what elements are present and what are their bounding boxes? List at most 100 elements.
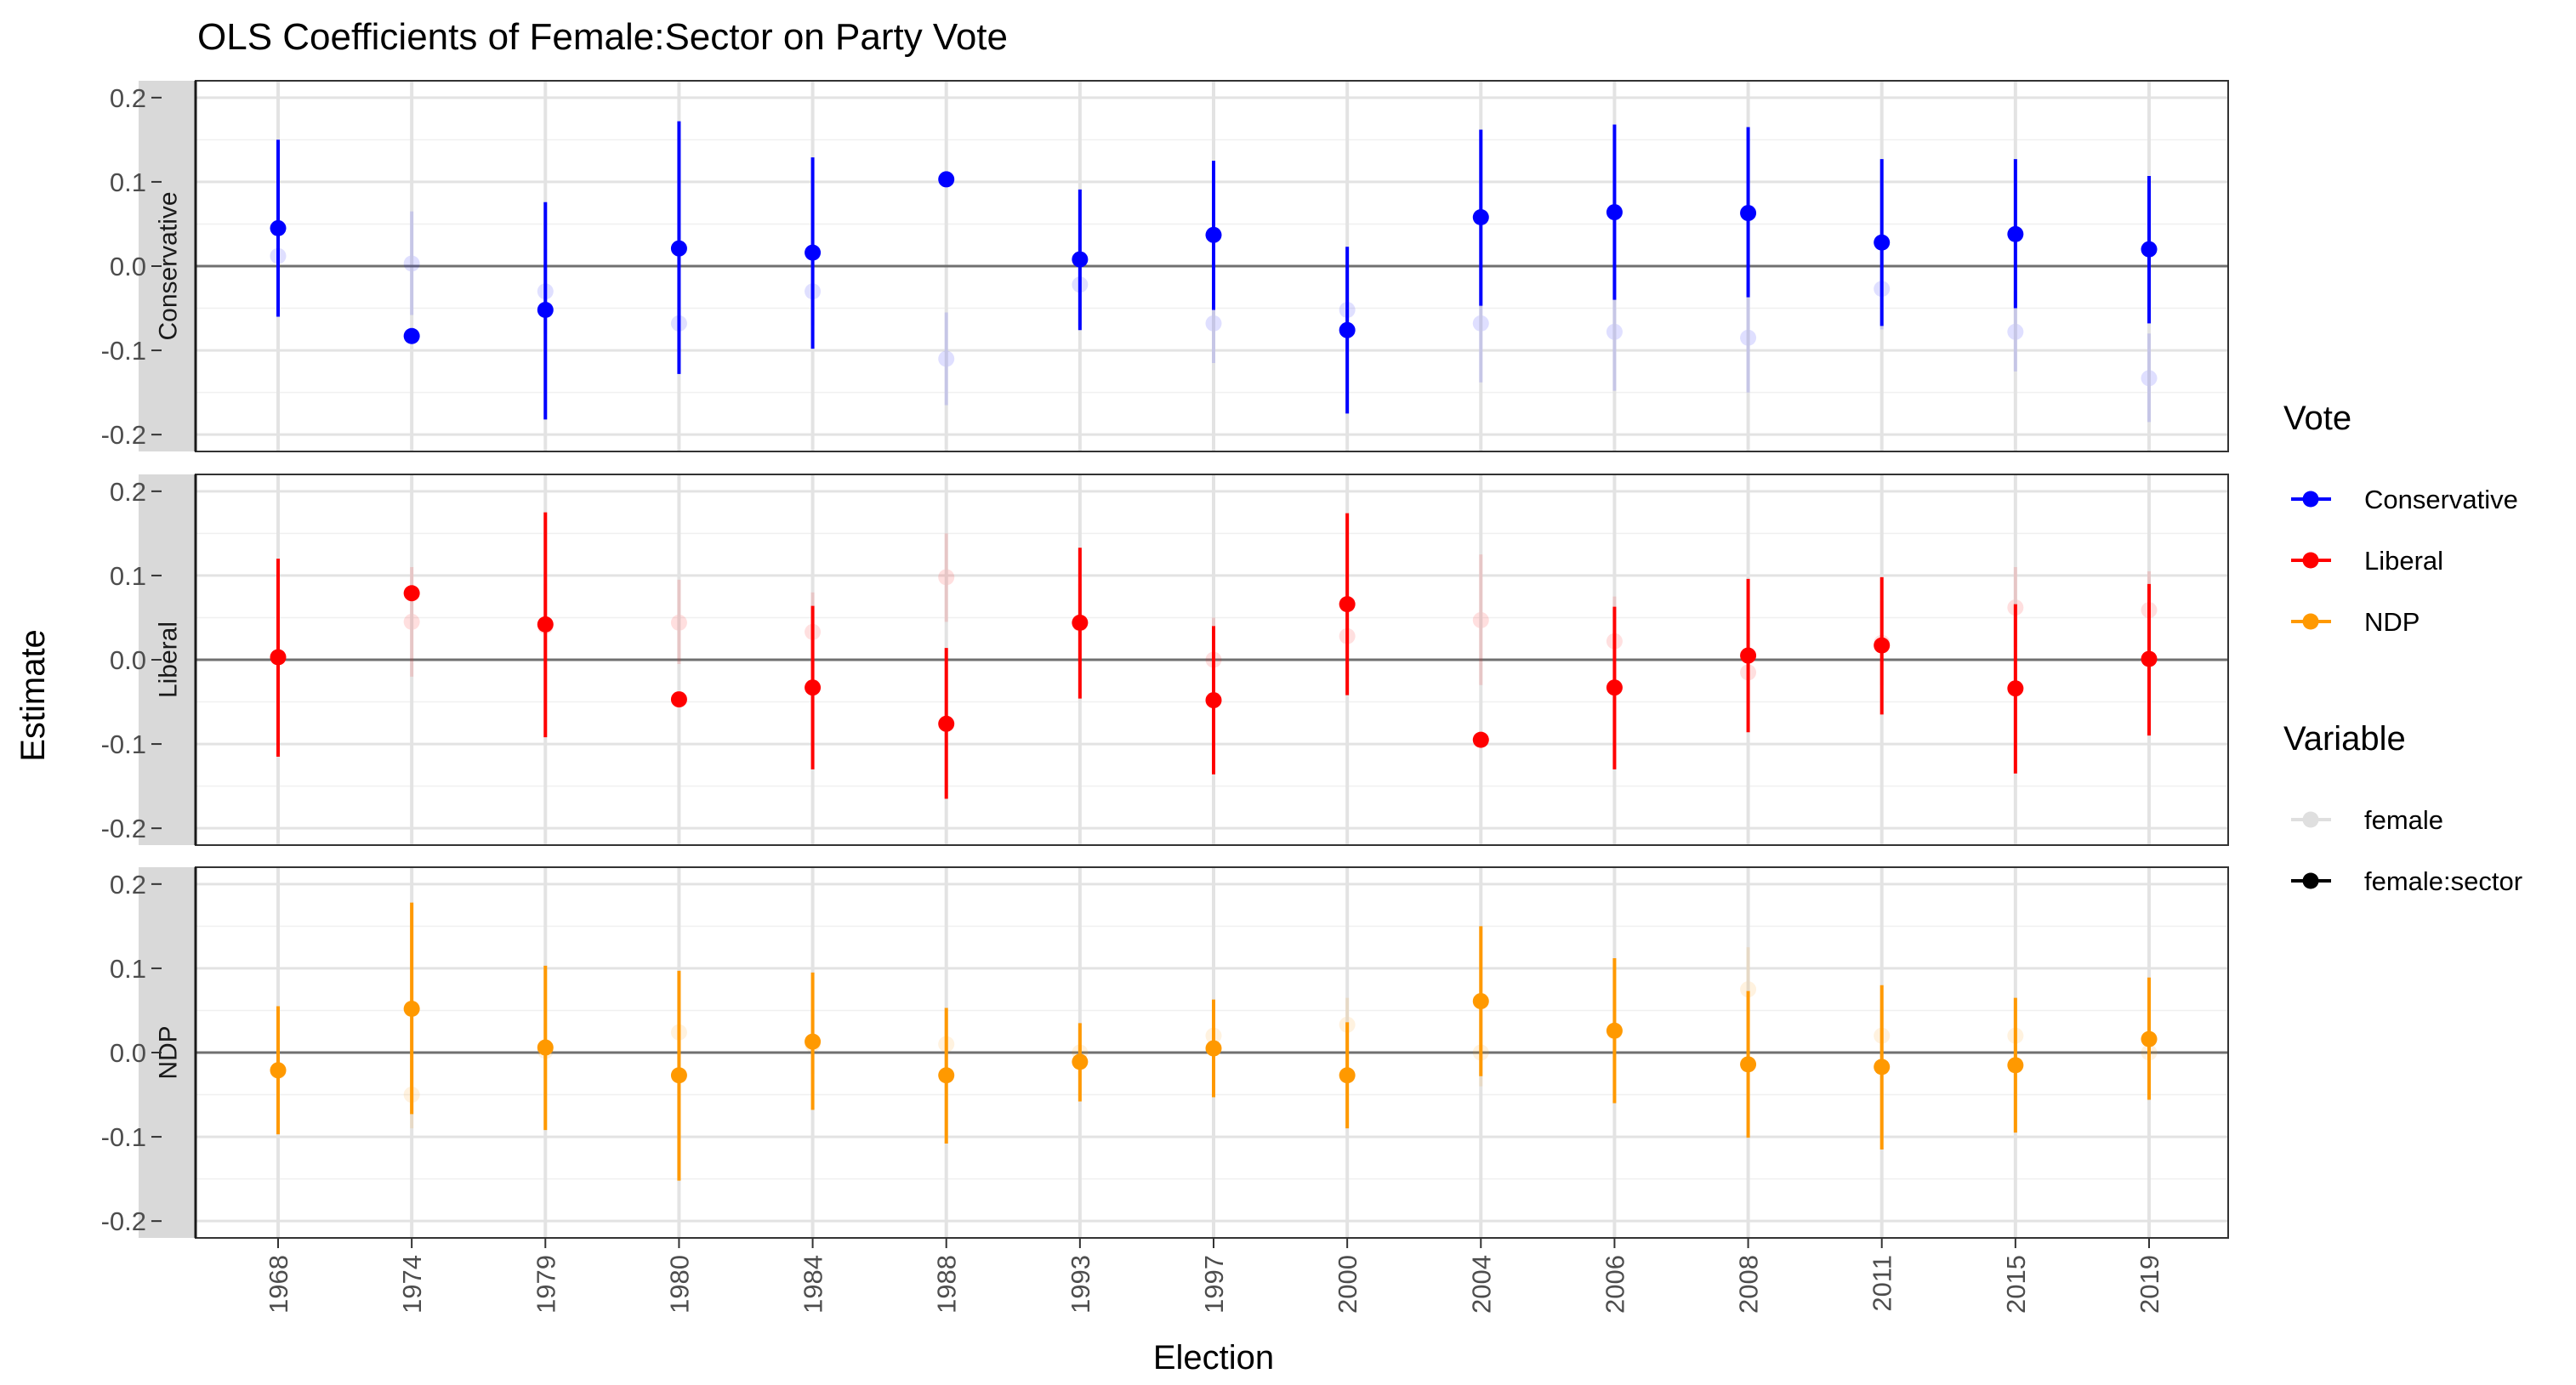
data-point [805,1033,822,1050]
data-point [805,244,822,261]
legend-title: Variable [2283,720,2406,758]
y-tick-label: -0.2 [101,420,146,450]
data-point [403,327,420,344]
data-point [938,569,955,586]
data-point [1072,251,1089,268]
y-tick-label: 0.0 [110,252,146,281]
data-point [270,219,287,236]
data-point [1874,234,1891,251]
data-point [1874,1059,1891,1076]
data-point [1472,731,1489,748]
data-point [1472,315,1489,332]
y-tick-label: 0.0 [110,645,146,675]
data-point [1606,204,1623,221]
data-point [1072,1053,1089,1070]
legend-group-vote: Vote Conservative Liberal NDP [2283,400,2518,637]
data-point [670,1067,687,1084]
data-point [270,1062,287,1079]
y-tick-label: -0.1 [101,336,146,366]
facet-panel-liberal: Liberal-0.2-0.10.00.10.2 [101,474,2229,846]
facet-panels: Conservative-0.2-0.10.00.10.2Liberal-0.2… [101,80,2229,1239]
x-axis: 1968 1974 1979 1980 1984 1988 1993 1997 2000 2004… [264,1238,2164,1314]
data-point [1606,1022,1623,1039]
x-tick-label: 1980 [664,1255,694,1314]
data-point [805,679,822,696]
x-tick-label: 1988 [932,1255,962,1314]
x-tick-label: 1984 [799,1255,828,1314]
y-tick-label: 0.2 [110,870,146,900]
data-point [670,691,687,708]
series-female-sector [270,512,2158,799]
data-point [1740,1056,1757,1073]
legend-item-label: female [2364,805,2443,835]
data-point [1740,647,1757,664]
facet-strip [139,474,196,845]
x-tick-label: 2015 [2001,1255,2031,1314]
legend-key-point [2302,872,2319,889]
data-point [2141,650,2158,667]
legend-key [2291,552,2331,569]
y-tick-label: 0.2 [110,477,146,507]
legend-item-label: female:sector [2364,866,2522,896]
x-tick-label: 2006 [1600,1255,1629,1314]
y-tick-label: 0.0 [110,1038,146,1068]
facet-strip [139,867,196,1238]
data-point [938,350,955,367]
data-point [1339,596,1356,613]
data-point [1472,209,1489,226]
x-tick-label: 2011 [1868,1255,1897,1312]
y-tick-label: -0.1 [101,729,146,759]
y-tick-label: -0.2 [101,1206,146,1236]
data-point [403,585,420,602]
data-point [938,1067,955,1084]
legend-key [2291,811,2331,828]
legend-key-point [2302,491,2319,508]
y-axis-label: Estimate [14,629,52,762]
legend-key-point [2302,613,2319,630]
x-tick-label: 2019 [2135,1255,2164,1314]
data-point [537,302,554,319]
series-female-sector [270,121,2158,420]
data-point [2007,225,2024,242]
legend-key [2291,872,2331,889]
x-tick-label: 1968 [264,1255,293,1314]
x-axis-label: Election [1153,1339,1274,1376]
data-point [2141,241,2158,258]
data-point [938,171,955,188]
data-point [1072,614,1089,631]
data-point [1472,611,1489,628]
x-tick-label: 2008 [1734,1255,1764,1314]
x-tick-label: 1997 [1199,1255,1229,1314]
data-point [270,649,287,666]
data-point [1205,315,1222,332]
data-point [1339,321,1356,338]
legend-key [2291,613,2331,630]
data-point [670,240,687,257]
legend-item-label: Conservative [2364,485,2518,514]
y-tick-label: -0.1 [101,1122,146,1152]
data-point [403,255,420,272]
y-tick-label: -0.2 [101,814,146,843]
y-tick-label: 0.1 [110,561,146,591]
facet-strip [139,81,196,451]
facet-panel-conservative: Conservative-0.2-0.10.00.10.2 [101,80,2229,452]
data-point [670,614,687,631]
data-point [1606,679,1623,696]
series-female-sector [270,902,2158,1181]
data-point [1472,993,1489,1010]
y-tick-label: 0.2 [110,83,146,113]
data-point [1606,323,1623,340]
data-point [2141,1030,2158,1047]
x-tick-label: 2004 [1466,1255,1496,1314]
data-point [2007,1057,2024,1074]
legend-key-point [2302,811,2319,828]
y-tick-label: 0.1 [110,954,146,984]
x-tick-label: 1974 [397,1255,427,1314]
data-point [1740,329,1757,346]
x-tick-label: 1979 [531,1255,560,1314]
y-tick-label: 0.1 [110,167,146,197]
data-point [403,613,420,630]
data-point [1740,981,1757,998]
data-point [1740,205,1757,222]
